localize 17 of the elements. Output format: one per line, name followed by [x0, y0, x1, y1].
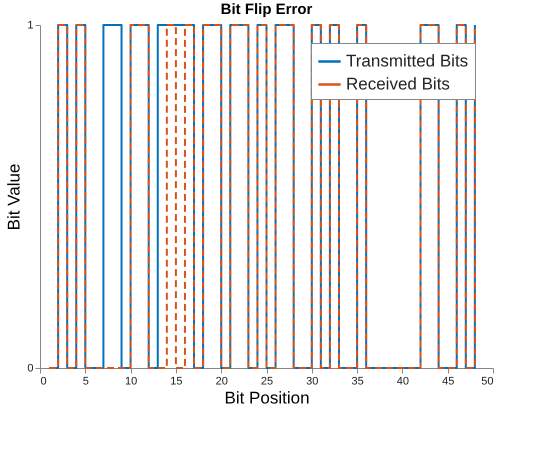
y-axis-title: Bit Value — [4, 164, 24, 230]
x-tick-label: 35 — [351, 376, 364, 388]
x-tick-label: 50 — [481, 376, 494, 388]
x-tick-label: 5 — [82, 376, 89, 388]
x-tick-label: 40 — [396, 376, 410, 388]
chart-title: Bit Flip Error — [220, 1, 312, 18]
x-tick-label: 10 — [124, 376, 138, 388]
x-tick-label: 30 — [306, 376, 318, 388]
x-tick-label: 45 — [442, 376, 454, 388]
x-axis-title: Bit Position — [224, 388, 310, 408]
x-tick-label: 25 — [260, 376, 274, 388]
x-tick-label: 0 — [40, 376, 47, 388]
legend-label: Received Bits — [346, 74, 450, 94]
y-tick-label: 1 — [27, 20, 34, 32]
legend-label: Transmitted Bits — [346, 52, 468, 70]
x-tick-label: 15 — [170, 376, 183, 388]
x-tick-label: 20 — [216, 376, 228, 388]
